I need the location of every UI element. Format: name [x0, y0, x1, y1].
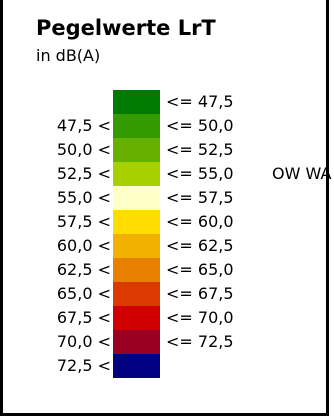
lower-bound-label: 60,0 < [56, 236, 111, 255]
upper-bound-label: <= 47,5 [166, 92, 234, 111]
color-swatch [113, 234, 160, 258]
lower-bound-label: 67,5 < [56, 308, 111, 327]
color-swatch [113, 354, 160, 378]
color-swatch [113, 138, 160, 162]
color-swatch [113, 90, 160, 114]
legend-row: 62,5 < <= 65,0 [3, 258, 323, 282]
legend-row: <= 47,5 [3, 90, 323, 114]
legend-row: 70,0 < <= 72,5 [3, 330, 323, 354]
color-swatch [113, 282, 160, 306]
legend-row: 52,5 < <= 55,0 OW WA [3, 162, 331, 186]
legend-title: Pegelwerte LrT [36, 16, 216, 40]
color-swatch [113, 114, 160, 138]
color-swatch [113, 306, 160, 330]
legend-row: 60,0 < <= 62,5 [3, 234, 323, 258]
upper-bound-label: <= 55,0 [166, 164, 234, 183]
legend-class-list: <= 47,5 47,5 < <= 50,0 50,0 < <= 52,5 52… [3, 90, 331, 378]
upper-bound-label: <= 70,0 [166, 308, 234, 327]
lower-bound-label: 57,5 < [56, 212, 111, 231]
legend-row: 50,0 < <= 52,5 [3, 138, 323, 162]
legend-row: 65,0 < <= 67,5 [3, 282, 323, 306]
lower-bound-label: 52,5 < [56, 164, 111, 183]
upper-bound-label: <= 67,5 [166, 284, 234, 303]
legend-unit: in dB(A) [36, 46, 101, 65]
legend-row: 67,5 < <= 70,0 [3, 306, 323, 330]
color-swatch [113, 210, 160, 234]
lower-bound-label: 65,0 < [56, 284, 111, 303]
lower-bound-label: 47,5 < [56, 116, 111, 135]
color-swatch [113, 258, 160, 282]
lower-bound-label: 70,0 < [56, 332, 111, 351]
color-swatch [113, 186, 160, 210]
lower-bound-label: 62,5 < [56, 260, 111, 279]
upper-bound-label: <= 52,5 [166, 140, 234, 159]
lower-bound-label: 55,0 < [56, 188, 111, 207]
upper-bound-label: <= 65,0 [166, 260, 234, 279]
legend-row: 55,0 < <= 57,5 [3, 186, 323, 210]
legend-row: 57,5 < <= 60,0 [3, 210, 323, 234]
upper-bound-label: <= 72,5 [166, 332, 234, 351]
color-swatch [113, 162, 160, 186]
lower-bound-label: 50,0 < [56, 140, 111, 159]
color-swatch [113, 330, 160, 354]
zone-note: OW WA [272, 164, 332, 183]
upper-bound-label: <= 60,0 [166, 212, 234, 231]
upper-bound-label: <= 62,5 [166, 236, 234, 255]
lower-bound-label: 72,5 < [56, 356, 111, 375]
upper-bound-label: <= 50,0 [166, 116, 234, 135]
legend-row: 72,5 < [3, 354, 323, 378]
legend-row: 47,5 < <= 50,0 [3, 114, 323, 138]
upper-bound-label: <= 57,5 [166, 188, 234, 207]
